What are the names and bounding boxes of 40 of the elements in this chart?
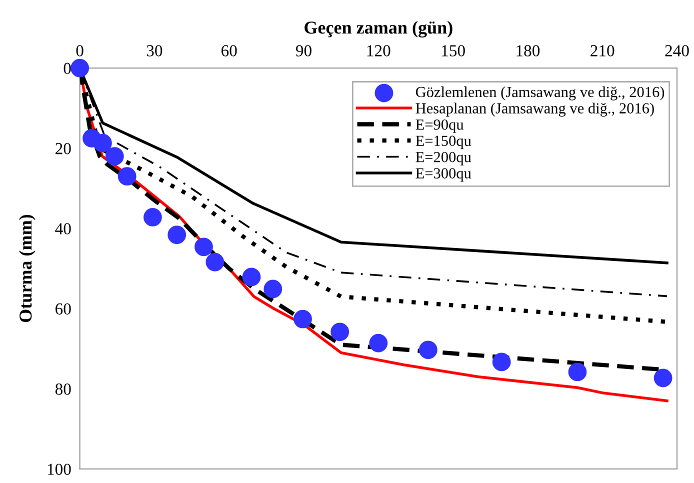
- point: [70, 58, 90, 78]
- point: [654, 368, 672, 388]
- point: [294, 310, 312, 328]
- x-tick-label: 120: [367, 45, 390, 56]
- legend-label: E=200qu: [416, 152, 472, 166]
- point: [168, 226, 186, 244]
- point: [242, 268, 261, 286]
- point: [206, 252, 224, 272]
- x-tick-label: 60: [221, 45, 237, 56]
- legend-label: E=150qu: [416, 136, 472, 150]
- x-tick-label: 0: [76, 45, 84, 56]
- point: [144, 208, 162, 226]
- legend-label: E=300qu: [416, 168, 472, 182]
- point: [568, 362, 587, 382]
- point: [369, 334, 388, 352]
- x-tick-label: 90: [296, 45, 312, 56]
- y-tick-label: 20: [56, 142, 71, 154]
- y-tick-label: 60: [56, 303, 71, 315]
- point: [492, 352, 511, 372]
- x-tick-label: 180: [516, 45, 540, 56]
- legend-label: Hesaplanan (Jamsawang ve diğ., 2016): [416, 102, 654, 117]
- y-tick-label: 80: [55, 384, 71, 395]
- y-tick-label: 100: [48, 464, 71, 475]
- y-axis-title: Oturma (mm): [18, 214, 36, 322]
- x-tick-label: 210: [590, 45, 614, 56]
- x-tick-label: 240: [665, 45, 689, 56]
- point: [264, 280, 282, 298]
- x-axis-title: Geçen zaman (gün): [304, 21, 452, 38]
- point: [330, 322, 350, 342]
- y-tick-label: 0: [64, 62, 71, 74]
- y-tick-label: 40: [55, 223, 71, 234]
- point: [118, 167, 136, 186]
- legend-label: Gözlemlenen (Jamsawang ve diğ., 2016): [416, 86, 664, 100]
- point: [105, 147, 124, 166]
- x-tick-label: 150: [442, 45, 465, 56]
- point: [418, 340, 438, 360]
- point: [94, 134, 112, 152]
- point: [194, 238, 213, 256]
- legend-label: E=90qu: [416, 119, 464, 133]
- x-tick-label: 30: [146, 45, 162, 56]
